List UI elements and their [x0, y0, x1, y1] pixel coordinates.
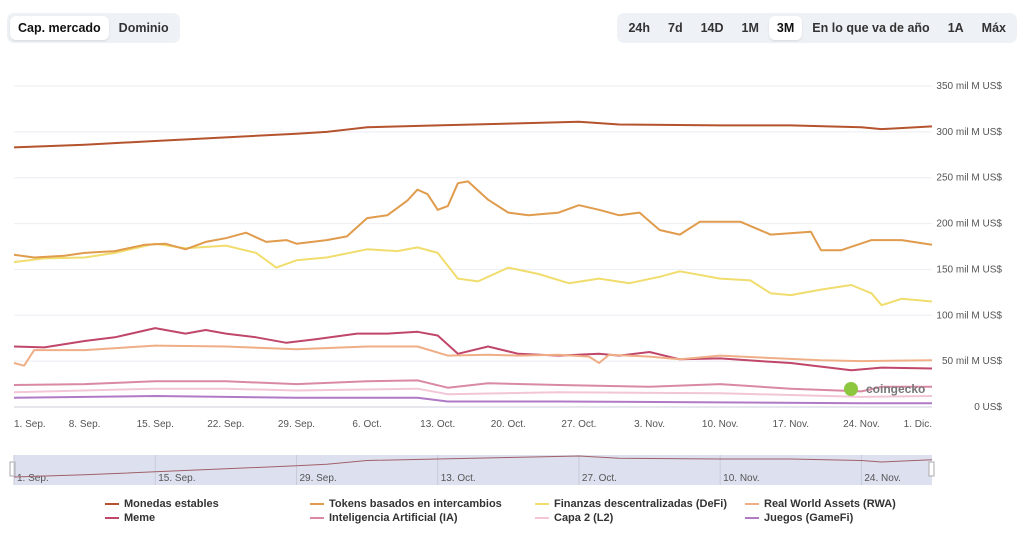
x-tick-label: 17. Nov.	[773, 419, 810, 430]
range-ytd[interactable]: En lo que va de año	[812, 21, 930, 35]
legend-swatch	[105, 503, 119, 505]
x-tick-label: 13. Oct.	[420, 419, 455, 430]
y-tick-label: 50 mil M US$	[942, 356, 1002, 367]
legend-label: Real World Assets (RWA)	[764, 498, 896, 510]
range-14d[interactable]: 14D	[700, 21, 724, 35]
legend-label: Capa 2 (L2)	[554, 512, 614, 524]
legend-label: Inteligencia Artificial (IA)	[329, 512, 458, 524]
y-tick-label: 150 mil M US$	[936, 264, 1002, 275]
navigator-right-handle[interactable]	[928, 461, 935, 477]
legend-label: Juegos (GameFi)	[764, 512, 854, 524]
y-tick-label: 200 mil M US$	[936, 219, 1002, 230]
y-tick-label: 300 mil M US$	[936, 127, 1002, 138]
legend-label: Monedas estables	[124, 498, 219, 510]
legend-item[interactable]: Capa 2 (L2)	[535, 512, 745, 524]
legend-swatch	[535, 517, 549, 519]
watermark: coingecko	[866, 382, 925, 396]
legend-swatch	[745, 503, 759, 505]
series-line-2	[13, 242, 933, 307]
navigator-tick-label: 1. Sep.	[17, 473, 49, 484]
range-1m[interactable]: 1M	[741, 21, 759, 35]
range-3m[interactable]: 3M	[768, 16, 803, 40]
y-tick-label: 0 US$	[974, 402, 1002, 413]
range-max[interactable]: Máx	[981, 21, 1006, 35]
series-line-1	[13, 180, 933, 259]
navigator-tick-label: 27. Oct.	[582, 473, 617, 484]
navigator-tick-label: 24. Nov.	[864, 473, 901, 484]
legend-item[interactable]: Inteligencia Artificial (IA)	[310, 512, 535, 524]
legend: Monedas estables Tokens basados en interc…	[105, 498, 945, 524]
x-tick-label: 10. Nov.	[702, 419, 739, 430]
x-tick-label: 8. Sep.	[69, 419, 101, 430]
legend-swatch	[105, 517, 119, 519]
navigator-tick-label: 13. Oct.	[441, 473, 476, 484]
x-tick-label: 22. Sep.	[207, 419, 244, 430]
x-tick-label: 15. Sep.	[137, 419, 174, 430]
x-tick-label: 3. Nov.	[634, 419, 665, 430]
navigator-tick-label: 15. Sep.	[158, 473, 195, 484]
legend-item[interactable]: Juegos (GameFi)	[745, 512, 945, 524]
legend-swatch	[535, 503, 549, 505]
x-tick-label: 24. Nov.	[843, 419, 880, 430]
range-1a[interactable]: 1A	[947, 21, 964, 35]
coingecko-logo-icon	[844, 382, 858, 396]
navigator-tick-label: 10. Nov.	[723, 473, 760, 484]
metric-toggle: Cap. mercado Dominio	[7, 13, 180, 43]
range-24h[interactable]: 24h	[628, 21, 651, 35]
x-tick-label: 1. Sep.	[14, 419, 46, 430]
navigator-tick-label: 29. Sep.	[299, 473, 336, 484]
series-line-5	[13, 379, 932, 393]
legend-label: Tokens basados en intercambios	[329, 498, 502, 510]
legend-item[interactable]: Monedas estables	[105, 498, 310, 510]
legend-item[interactable]: Finanzas descentralizadas (DeFi)	[535, 498, 745, 510]
legend-label: Finanzas descentralizadas (DeFi)	[554, 498, 727, 510]
legend-item[interactable]: Meme	[105, 512, 310, 524]
series-line-0	[13, 120, 933, 149]
market-cap-chart: 0 US$ 50 mil M US$ 100 mil M US$ 150 mil M …	[9, 81, 1002, 485]
legend-swatch	[310, 517, 324, 519]
x-tick-label: 29. Sep.	[278, 419, 315, 430]
y-tick-label: 350 mil M US$	[936, 81, 1002, 92]
range-7d[interactable]: 7d	[668, 21, 683, 35]
x-tick-label: 27. Oct.	[561, 419, 596, 430]
series-line-4	[13, 327, 933, 372]
series-line-6	[13, 387, 933, 398]
legend-swatch	[310, 503, 324, 505]
x-tick-label: 6. Oct.	[352, 419, 381, 430]
legend-item[interactable]: Tokens basados en intercambios	[310, 498, 535, 510]
series-line-7	[13, 395, 932, 405]
tab-dominio[interactable]: Dominio	[118, 21, 169, 35]
legend-label: Meme	[124, 512, 156, 524]
legend-item[interactable]: Real World Assets (RWA)	[745, 498, 945, 510]
series-line-3	[13, 344, 933, 367]
y-tick-label: 250 mil M US$	[936, 173, 1002, 184]
x-tick-label: 1. Dic.	[904, 419, 932, 430]
navigator-window	[14, 455, 932, 485]
range-selector: 24h 7d 14D 1M 3M En lo que va de año 1A …	[617, 13, 1017, 43]
legend-swatch	[745, 517, 759, 519]
navigator-line	[13, 455, 933, 478]
tab-cap-mercado[interactable]: Cap. mercado	[10, 16, 109, 40]
navigator-left-handle[interactable]	[9, 461, 16, 477]
x-tick-label: 20. Oct.	[491, 419, 526, 430]
y-tick-label: 100 mil M US$	[936, 310, 1002, 321]
